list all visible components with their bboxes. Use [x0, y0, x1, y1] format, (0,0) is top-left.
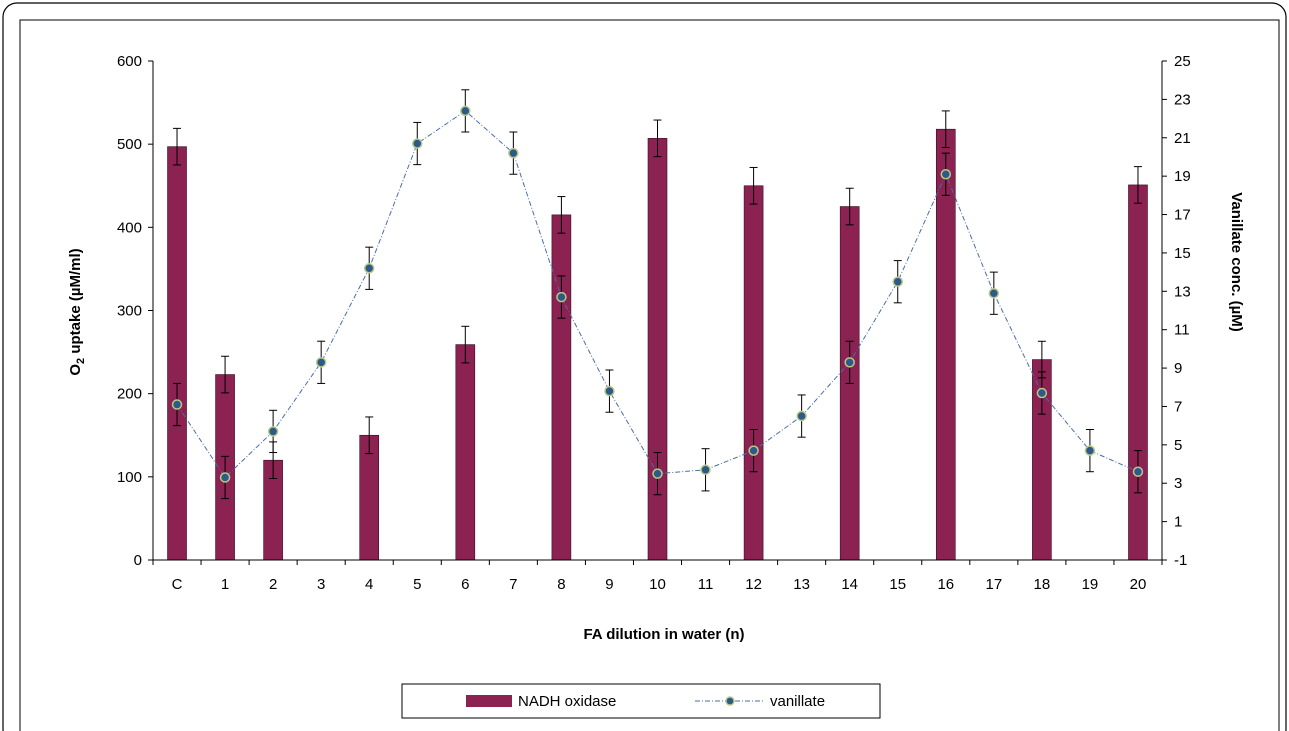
bar-nadh-oxidase	[647, 138, 668, 561]
x-tick-label: C	[172, 576, 183, 593]
vanillate-point	[508, 147, 519, 159]
x-tick-label: 1	[221, 576, 229, 593]
y2-tick-label: 5	[1174, 437, 1182, 454]
vanillate-point	[1084, 445, 1096, 456]
y2-tick-label: 13	[1174, 283, 1191, 300]
x-tick-label: 2	[269, 576, 277, 593]
x-tick-label: 11	[698, 576, 714, 593]
x-tick-label: 10	[649, 576, 666, 593]
x-tick-label: 19	[1082, 576, 1099, 593]
vanillate-point	[988, 287, 1000, 299]
x-tick-label: 7	[509, 576, 517, 593]
x-tick-label: 8	[557, 576, 565, 593]
y2-tick-label: 19	[1174, 168, 1191, 185]
x-tick-label: 5	[413, 576, 421, 593]
y-tick-label: 200	[117, 386, 142, 403]
x-tick-label: 4	[365, 576, 373, 593]
y-tick-label: 0	[134, 552, 142, 569]
x-axis-ticks: C 1 2 3 4 5 6 7 8 9 10 11 12 13 14 15 16 17 18 19 20	[152, 560, 1163, 593]
vanillate-point	[748, 445, 759, 456]
x-tick-label: 12	[745, 576, 762, 593]
bar-nadh-oxidase	[167, 146, 187, 561]
y2-tick-label: 3	[1174, 475, 1182, 492]
vanillate-point	[219, 472, 231, 483]
y2-tick-label: 23	[1174, 91, 1191, 108]
y2-tick-label: -1	[1174, 552, 1187, 569]
legend: NADH oxidase vanillate	[401, 683, 881, 719]
bar-nadh-oxidase	[455, 344, 476, 561]
y-tick-label: 100	[117, 469, 142, 486]
y2-tick-label: 9	[1174, 360, 1182, 377]
x-tick-label: 3	[317, 576, 325, 593]
bar-nadh-oxidase	[551, 214, 572, 561]
line-series-vanillate	[171, 89, 1144, 500]
left-y-axis-ticks: 0 100 200 300 400 500 600	[117, 53, 153, 569]
x-tick-label: 18	[1034, 576, 1051, 593]
y2-tick-label: 1	[1174, 514, 1182, 531]
vanillate-point	[1132, 466, 1144, 477]
y2-tick-label: 21	[1174, 130, 1191, 147]
bar-series-nadh-oxidase	[167, 128, 1148, 561]
legend-swatch-nadh-oxidase	[466, 695, 512, 707]
vanillate-point	[363, 263, 375, 274]
vanillate-point	[604, 385, 615, 397]
x-tick-label: 20	[1130, 576, 1147, 593]
x-tick-label: 9	[605, 576, 613, 593]
y2-tick-label: 25	[1174, 53, 1191, 70]
vanillate-point	[556, 291, 567, 303]
vanillate-point	[892, 276, 903, 287]
vanillate-point	[700, 464, 711, 476]
y2-tick-label: 17	[1174, 207, 1191, 224]
y-tick-label: 300	[117, 303, 142, 320]
legend-label-vanillate: vanillate	[770, 693, 825, 710]
x-tick-label: 16	[937, 576, 954, 593]
y2-tick-label: 7	[1174, 398, 1182, 415]
x-tick-label: 14	[841, 576, 858, 593]
y2-tick-label: 11	[1174, 322, 1190, 339]
y-tick-label: 400	[117, 219, 142, 236]
vanillate-point	[796, 410, 807, 422]
vanillate-point	[460, 105, 471, 117]
vanillate-point	[412, 138, 423, 149]
bar-error-bars	[173, 110, 1142, 479]
y-axis-label: O2 uptake (µM/ml)	[67, 248, 87, 375]
x-axis-label: FA dilution in water (n)	[583, 626, 744, 643]
y-tick-label: 600	[117, 53, 142, 70]
x-tick-label: 15	[889, 576, 906, 593]
y2-tick-label: 15	[1174, 245, 1191, 262]
bar-nadh-oxidase	[743, 185, 764, 561]
vanillate-point	[652, 468, 663, 479]
bar-nadh-oxidase	[1128, 184, 1148, 561]
vanillate-point	[171, 399, 183, 410]
vanillate-point	[1036, 387, 1048, 399]
vanillate-point	[844, 357, 855, 368]
x-tick-label: 17	[985, 576, 1002, 593]
y2-axis-label: Vanillate conc. (µM)	[1228, 192, 1245, 332]
x-tick-label: 13	[793, 576, 810, 593]
chart-area-border	[19, 19, 1280, 731]
vanillate-point	[940, 168, 952, 180]
x-tick-label: 6	[461, 576, 469, 593]
vanillate-point	[315, 357, 327, 368]
legend-marker-vanillate	[725, 696, 735, 706]
y-tick-label: 500	[117, 136, 142, 153]
vanillate-point	[267, 426, 279, 437]
legend-label-nadh-oxidase: NADH oxidase	[518, 693, 616, 710]
